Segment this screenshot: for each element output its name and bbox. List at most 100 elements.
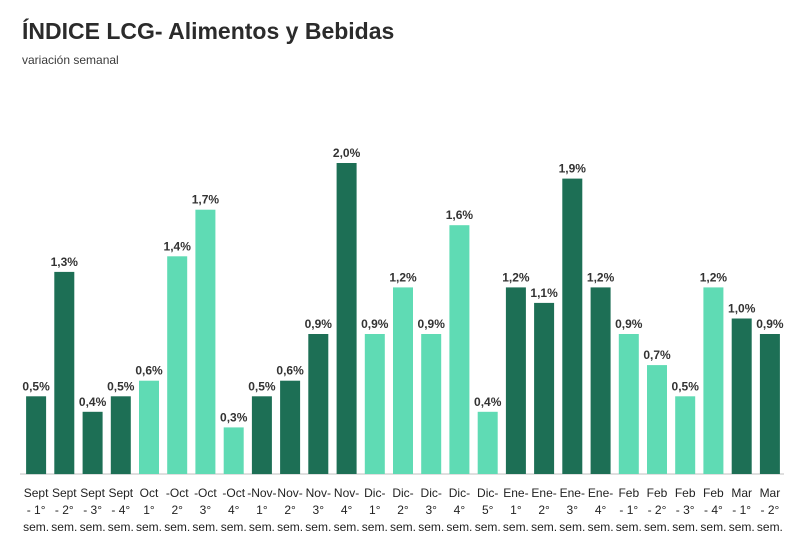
x-tick-label: sem. bbox=[503, 520, 529, 534]
x-tick-label: sem. bbox=[221, 520, 247, 534]
bar bbox=[590, 287, 611, 474]
x-tick-label: 2° bbox=[284, 503, 296, 517]
x-tick-label: sem. bbox=[672, 520, 698, 534]
bar-value-label: 0,4% bbox=[79, 395, 107, 409]
bar-value-label: 0,9% bbox=[305, 317, 333, 331]
bar bbox=[364, 334, 385, 474]
x-tick-label: Feb bbox=[675, 486, 696, 500]
x-tick-label: sem. bbox=[390, 520, 416, 534]
x-tick-label: Ene- bbox=[503, 486, 528, 500]
x-tick-label: 4° bbox=[595, 503, 607, 517]
x-tick-label: sem. bbox=[108, 520, 134, 534]
bar bbox=[54, 271, 75, 475]
x-tick-label: Sept bbox=[24, 486, 49, 500]
x-tick-label: sem. bbox=[277, 520, 303, 534]
bar bbox=[675, 396, 696, 475]
x-tick-label: -Oct bbox=[194, 486, 217, 500]
bar-value-label: 1,6% bbox=[446, 208, 474, 222]
x-tick-label: 1° bbox=[143, 503, 155, 517]
bar-value-label: 1,1% bbox=[530, 286, 558, 300]
bar-value-label: 0,6% bbox=[135, 364, 163, 378]
x-tick-label: sem. bbox=[559, 520, 585, 534]
x-tick-label: 1° bbox=[369, 503, 381, 517]
x-tick-label: Ene- bbox=[531, 486, 556, 500]
bar bbox=[280, 380, 301, 474]
x-tick-label: sem. bbox=[531, 520, 557, 534]
x-tick-label: - 1° bbox=[27, 503, 46, 517]
bar bbox=[167, 256, 188, 474]
x-tick-label: sem. bbox=[23, 520, 49, 534]
bar bbox=[562, 178, 583, 474]
x-tick-label: Feb bbox=[618, 486, 639, 500]
x-tick-label: 1° bbox=[256, 503, 268, 517]
x-tick-label: Sept bbox=[108, 486, 133, 500]
x-tick-label: Mar bbox=[731, 486, 752, 500]
x-tick-label: - 2° bbox=[760, 503, 779, 517]
bar bbox=[449, 225, 470, 474]
x-tick-label: - 2° bbox=[55, 503, 74, 517]
bar-value-label: 1,7% bbox=[192, 193, 220, 207]
bar bbox=[505, 287, 526, 474]
bar bbox=[477, 411, 498, 474]
x-tick-label: Dic- bbox=[477, 486, 498, 500]
x-tick-label: -Nov- bbox=[247, 486, 276, 500]
x-tick-label: - 1° bbox=[619, 503, 638, 517]
x-tick-label: Feb bbox=[647, 486, 668, 500]
bar-value-label: 0,7% bbox=[643, 348, 671, 362]
bar bbox=[308, 334, 329, 474]
x-tick-label: - 4° bbox=[111, 503, 130, 517]
x-tick-label: sem. bbox=[249, 520, 275, 534]
bar-value-label: 0,3% bbox=[220, 410, 248, 424]
bar-value-label: 0,9% bbox=[756, 317, 784, 331]
x-tick-label: sem. bbox=[334, 520, 360, 534]
bar bbox=[703, 287, 724, 474]
x-tick-label: - 2° bbox=[648, 503, 667, 517]
bar-value-label: 0,9% bbox=[418, 317, 446, 331]
x-tick-label: Ene- bbox=[560, 486, 585, 500]
bar bbox=[759, 334, 780, 474]
x-tick-label: 2° bbox=[538, 503, 550, 517]
x-tick-label: sem. bbox=[51, 520, 77, 534]
bar bbox=[421, 334, 442, 474]
x-tick-label: sem. bbox=[475, 520, 501, 534]
x-tick-label: sem. bbox=[644, 520, 670, 534]
x-tick-label: 4° bbox=[228, 503, 240, 517]
x-tick-label: Feb bbox=[703, 486, 724, 500]
bar-value-label: 0,5% bbox=[248, 379, 276, 393]
x-tick-label: 2° bbox=[171, 503, 183, 517]
x-tick-label: Nov- bbox=[277, 486, 302, 500]
bar-value-label: 1,3% bbox=[51, 255, 79, 269]
x-tick-label: sem. bbox=[192, 520, 218, 534]
x-tick-label: Oct bbox=[140, 486, 159, 500]
bar-value-label: 1,9% bbox=[559, 162, 587, 176]
bar bbox=[195, 209, 216, 474]
x-tick-label: sem. bbox=[729, 520, 755, 534]
x-tick-label: - 1° bbox=[732, 503, 751, 517]
x-tick-label: sem. bbox=[588, 520, 614, 534]
bar-value-label: 0,4% bbox=[474, 395, 502, 409]
bar-value-label: 1,0% bbox=[728, 302, 756, 316]
x-tick-label: 4° bbox=[341, 503, 353, 517]
bar bbox=[393, 287, 413, 474]
bar bbox=[618, 334, 639, 474]
bar-value-label: 0,5% bbox=[672, 379, 700, 393]
bar-value-label: 2,0% bbox=[333, 146, 361, 160]
bar-value-label: 1,2% bbox=[389, 270, 417, 284]
bar-value-label: 1,4% bbox=[164, 239, 192, 253]
bar-value-label: 0,5% bbox=[22, 379, 50, 393]
x-tick-label: sem. bbox=[136, 520, 162, 534]
x-tick-label: sem. bbox=[616, 520, 642, 534]
tick-labels-layer: Sept - 1° sem. Sept - 2° sem. Sept - 3° sem. Sept… bbox=[23, 486, 783, 534]
x-tick-label: Nov- bbox=[306, 486, 331, 500]
x-tick-label: sem. bbox=[164, 520, 190, 534]
x-tick-label: 2° bbox=[397, 503, 409, 517]
x-tick-label: 3° bbox=[313, 503, 325, 517]
bar-value-label: 1,2% bbox=[700, 270, 728, 284]
x-tick-label: sem. bbox=[700, 520, 726, 534]
bar bbox=[336, 163, 357, 474]
x-tick-label: Nov- bbox=[334, 486, 359, 500]
x-tick-label: sem. bbox=[446, 520, 472, 534]
chart-title: ÍNDICE LCG- Alimentos y Bebidas bbox=[22, 18, 395, 44]
x-tick-label: - 4° bbox=[704, 503, 723, 517]
x-tick-label: 4° bbox=[454, 503, 466, 517]
